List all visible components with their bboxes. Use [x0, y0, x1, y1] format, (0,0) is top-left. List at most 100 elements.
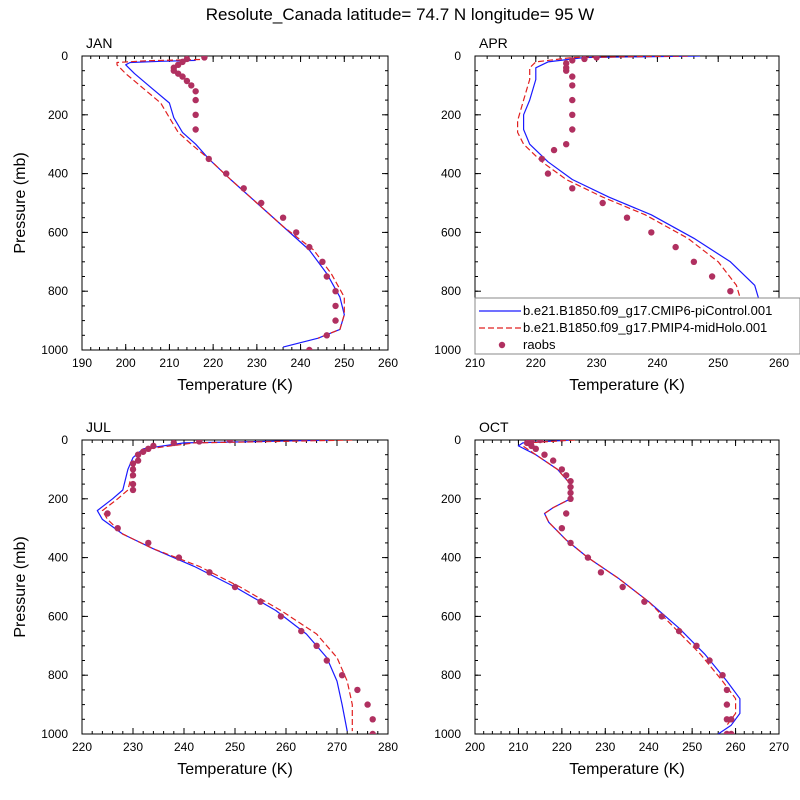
y-tick-label: 1000: [41, 343, 68, 357]
x-tick-label: 210: [159, 356, 179, 370]
raobs-point: [279, 214, 287, 221]
x-tick-label: 220: [552, 740, 572, 754]
raobs-point: [206, 569, 213, 576]
raobs-point: [201, 56, 208, 61]
plot-data: [116, 56, 345, 350]
raobs-point: [175, 554, 183, 561]
raobs-point: [567, 489, 574, 497]
raobs-point: [569, 126, 576, 133]
raobs-point: [338, 672, 346, 679]
x-tick-label: 260: [378, 356, 398, 370]
y-tick-label: 1000: [434, 343, 461, 357]
x-tick-label: 230: [123, 740, 143, 754]
y-tick-label: 600: [48, 225, 68, 239]
raobs-point: [567, 483, 574, 491]
y-tick-label: 0: [61, 433, 68, 447]
raobs-point: [619, 583, 626, 591]
raobs-point: [675, 627, 683, 635]
x-tick-label: 230: [587, 356, 607, 370]
raobs-point: [205, 155, 212, 163]
x-tick-label: 190: [72, 356, 92, 370]
raobs-point: [584, 554, 592, 561]
raobs-point: [581, 56, 588, 63]
raobs-point: [532, 445, 539, 453]
raobs-point: [569, 185, 576, 192]
raobs-point: [293, 229, 300, 236]
y-tick-label: 0: [454, 433, 461, 447]
raobs-point: [298, 627, 305, 635]
raobs-point: [641, 598, 648, 605]
raobs-point: [145, 539, 152, 547]
legend-marker-raobs: [498, 341, 506, 349]
raobs-point: [567, 495, 574, 502]
y-tick-label: 800: [441, 284, 461, 298]
raobs-point: [323, 273, 330, 280]
raobs-point: [727, 288, 734, 295]
raobs-point: [313, 642, 320, 649]
y-tick-label: 600: [441, 609, 461, 623]
panel-title: JUL: [86, 419, 111, 435]
raobs-point: [114, 525, 121, 532]
raobs-point: [569, 82, 576, 89]
raobs-point: [563, 67, 570, 74]
legend: b.e21.B1850.f09_g17.CMIP6-piControl.001b…: [474, 297, 800, 355]
raobs-point: [231, 583, 239, 591]
raobs-point: [569, 57, 576, 64]
raobs-point: [196, 440, 203, 445]
raobs-point: [129, 472, 137, 479]
raobs-point: [277, 613, 285, 620]
model-piControl-line: [522, 56, 762, 350]
raobs-point: [369, 716, 376, 723]
y-tick-label: 200: [441, 108, 461, 122]
panel-title: APR: [479, 35, 508, 51]
raobs-point: [354, 686, 361, 694]
raobs-point: [319, 258, 326, 265]
y-tick-label: 400: [48, 551, 68, 565]
raobs-point: [323, 657, 330, 664]
y-tick-label: 1000: [434, 727, 461, 741]
raobs-point: [690, 258, 698, 265]
x-tick-label: 220: [526, 356, 546, 370]
x-tick-label: 240: [291, 356, 311, 370]
x-tick-label: 220: [203, 356, 223, 370]
panel-apr: 210 220 230 240 250 260 0 200 400 600 800 1000 APR Te…: [434, 35, 789, 394]
x-tick-label: 220: [72, 740, 92, 754]
raobs-point: [569, 111, 576, 119]
raobs-point: [364, 701, 371, 708]
legend-label: b.e21.B1850.f09_g17.CMIP6-piControl.001: [523, 303, 772, 318]
y-tick-label: 600: [441, 225, 461, 239]
raobs-point: [258, 199, 265, 207]
x-tick-label: 260: [276, 740, 296, 754]
raobs-point: [538, 155, 546, 163]
x-tick-label: 240: [174, 740, 194, 754]
raobs-point: [544, 170, 552, 177]
raobs-point: [104, 510, 111, 517]
raobs-point: [226, 440, 234, 444]
raobs-point: [569, 73, 576, 80]
raobs-point: [306, 243, 313, 251]
model-piControl-line: [125, 59, 345, 348]
y-tick-label: 400: [48, 167, 68, 181]
raobs-point: [558, 466, 566, 473]
raobs-point: [183, 77, 191, 85]
y-axis-title: Pressure (mb): [12, 152, 29, 253]
raobs-point: [179, 73, 186, 80]
raobs-point: [723, 701, 731, 708]
raobs-point: [563, 510, 570, 517]
raobs-point: [658, 613, 665, 620]
raobs-point: [723, 686, 731, 694]
raobs-point: [541, 451, 548, 458]
y-tick-label: 1000: [41, 727, 68, 741]
panel-oct: 200 210 220 230 240 250 260 270 0 200 400 600 800 100…: [434, 419, 789, 778]
raobs-point: [549, 457, 557, 464]
raobs-point: [129, 466, 137, 473]
raobs-point: [332, 288, 339, 295]
raobs-point: [129, 480, 137, 488]
raobs-point: [240, 185, 247, 192]
x-tick-label: 280: [378, 740, 398, 754]
raobs-point: [306, 346, 313, 350]
x-tick-label: 270: [327, 740, 347, 754]
raobs-point: [188, 82, 195, 89]
raobs-point: [192, 126, 199, 133]
